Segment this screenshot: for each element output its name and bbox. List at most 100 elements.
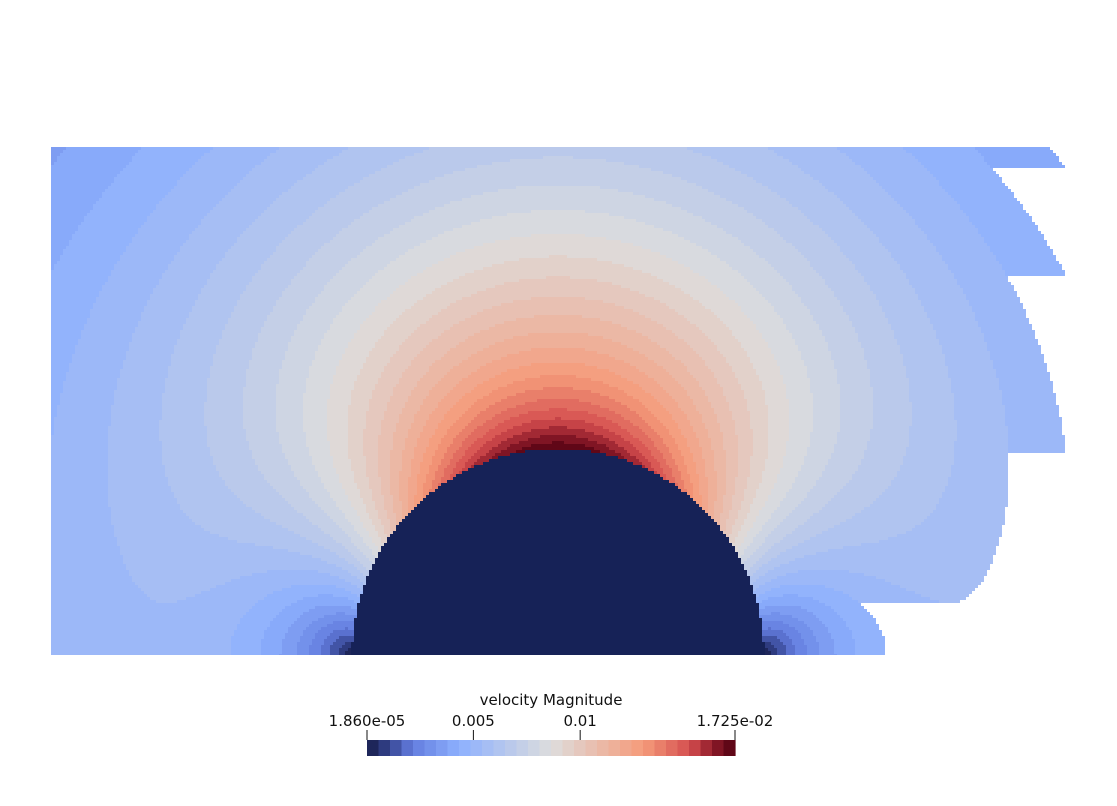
field-cell bbox=[498, 189, 618, 192]
field-cell bbox=[171, 486, 228, 489]
field-cell bbox=[468, 468, 648, 471]
field-cell bbox=[954, 453, 1008, 456]
field-cell bbox=[309, 369, 336, 372]
field-cell bbox=[255, 459, 288, 462]
field-cell bbox=[714, 462, 726, 465]
field-cell bbox=[375, 561, 741, 564]
field-cell bbox=[837, 372, 870, 375]
field-cell bbox=[213, 456, 252, 459]
colorbar: velocity Magnitude 1.860e-05 0.005 0.01 1.7… bbox=[329, 691, 773, 756]
field-cell bbox=[51, 156, 57, 159]
field-cell bbox=[381, 540, 387, 543]
field-cell bbox=[762, 480, 777, 483]
field-cell bbox=[702, 507, 708, 510]
field-cell bbox=[207, 381, 246, 384]
field-cell bbox=[792, 486, 813, 489]
field-cell bbox=[786, 633, 801, 636]
field-cell bbox=[51, 282, 105, 285]
field-cell bbox=[1005, 273, 1065, 276]
field-cell bbox=[744, 522, 753, 525]
field-cell bbox=[702, 387, 723, 390]
field-cell bbox=[732, 504, 741, 507]
field-cell bbox=[297, 324, 330, 327]
field-cell bbox=[444, 174, 672, 177]
field-cell bbox=[822, 276, 864, 279]
field-cell bbox=[696, 462, 705, 465]
field-cell bbox=[174, 186, 234, 189]
field-cell bbox=[699, 300, 735, 303]
field-cell bbox=[462, 396, 483, 399]
field-cell bbox=[339, 480, 354, 483]
field-cell bbox=[732, 501, 741, 504]
field-cell bbox=[831, 453, 864, 456]
field-cell bbox=[402, 408, 420, 411]
field-cell bbox=[399, 420, 414, 423]
field-cell bbox=[762, 600, 819, 603]
field-cell bbox=[951, 390, 1002, 393]
field-cell bbox=[585, 210, 687, 213]
field-cell bbox=[207, 444, 249, 447]
field-cell bbox=[840, 405, 873, 408]
field-cell bbox=[393, 162, 492, 165]
field-cell bbox=[834, 240, 879, 243]
field-cell bbox=[408, 480, 417, 483]
field-cell bbox=[906, 369, 948, 372]
field-cell bbox=[375, 558, 741, 561]
field-cell bbox=[435, 477, 441, 480]
field-cell bbox=[396, 522, 399, 525]
field-cell bbox=[726, 483, 735, 486]
field-cell bbox=[615, 357, 648, 360]
field-cell bbox=[330, 654, 339, 655]
field-cell bbox=[873, 402, 912, 405]
field-cell bbox=[399, 492, 408, 495]
field-cell bbox=[54, 420, 111, 423]
field-cell bbox=[654, 429, 669, 432]
field-cell bbox=[849, 315, 885, 318]
field-cell bbox=[837, 378, 870, 381]
field-cell bbox=[417, 444, 429, 447]
field-cell bbox=[498, 387, 543, 390]
field-cell bbox=[384, 366, 408, 369]
field-cell bbox=[222, 198, 276, 201]
field-cell bbox=[399, 345, 426, 348]
field-cell bbox=[702, 501, 708, 504]
field-cell bbox=[399, 471, 411, 474]
field-cell bbox=[339, 231, 390, 234]
field-cell bbox=[714, 519, 720, 522]
field-cell bbox=[828, 342, 861, 345]
field-cell bbox=[753, 441, 768, 444]
field-cell bbox=[690, 267, 732, 270]
field-cell bbox=[732, 201, 789, 204]
field-cell bbox=[735, 300, 768, 303]
field-cell bbox=[936, 249, 990, 252]
field-cell bbox=[732, 417, 750, 420]
field-cell bbox=[765, 465, 783, 468]
field-cell bbox=[363, 321, 393, 324]
field-cell bbox=[387, 405, 405, 408]
field-cell bbox=[399, 255, 450, 258]
field-cell bbox=[327, 420, 348, 423]
field-cell bbox=[981, 327, 1032, 330]
field-cell bbox=[420, 462, 432, 465]
field-cell bbox=[438, 465, 447, 468]
field-cell bbox=[108, 444, 162, 447]
field-cell bbox=[798, 471, 822, 474]
field-cell bbox=[885, 579, 984, 582]
field-cell bbox=[51, 627, 237, 630]
field-cell bbox=[615, 411, 636, 414]
field-cell bbox=[777, 360, 804, 363]
field-cell bbox=[288, 501, 315, 504]
field-cell bbox=[639, 291, 684, 294]
field-cell bbox=[432, 339, 465, 342]
field-cell bbox=[369, 405, 387, 408]
field-cell bbox=[444, 453, 453, 456]
field-cell bbox=[849, 156, 915, 159]
field-cell bbox=[132, 579, 231, 582]
field-cell bbox=[51, 633, 234, 636]
field-cell bbox=[435, 207, 681, 210]
field-cell bbox=[648, 468, 654, 471]
field-cell bbox=[306, 438, 327, 441]
field-cell bbox=[711, 402, 729, 405]
field-cell bbox=[315, 168, 381, 171]
